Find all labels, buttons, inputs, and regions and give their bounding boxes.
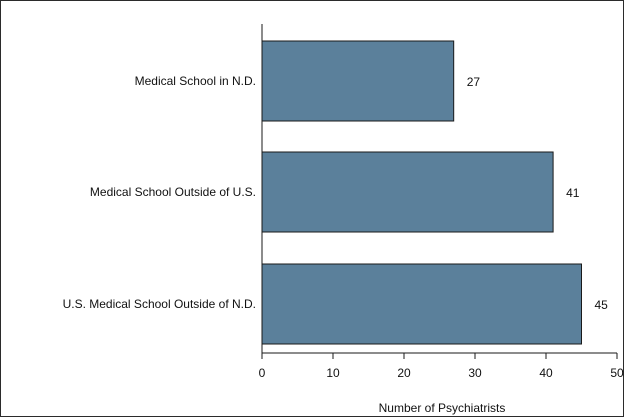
category-label: Medical School Outside of U.S. bbox=[90, 185, 256, 199]
bar bbox=[261, 151, 554, 233]
x-tick-label: 30 bbox=[468, 366, 482, 380]
value-labels: 27 41 45 bbox=[467, 75, 608, 312]
bar bbox=[261, 40, 455, 122]
x-tick-label: 10 bbox=[326, 366, 340, 380]
x-tick-label: 40 bbox=[539, 366, 553, 380]
x-tick-label: 20 bbox=[397, 366, 411, 380]
bar bbox=[261, 263, 582, 345]
x-axis: 0 10 20 30 40 50 bbox=[259, 24, 624, 380]
value-label: 45 bbox=[595, 298, 609, 312]
value-label: 41 bbox=[566, 186, 580, 200]
bars-layer bbox=[261, 40, 582, 345]
x-axis-title: Number of Psychiatrists bbox=[379, 401, 506, 415]
category-label: U.S. Medical School Outside of N.D. bbox=[63, 297, 256, 311]
category-labels: Medical School in N.D. Medical School Out… bbox=[63, 74, 256, 311]
category-label: Medical School in N.D. bbox=[135, 74, 256, 88]
value-label: 27 bbox=[467, 75, 481, 89]
x-tick-label: 0 bbox=[259, 366, 266, 380]
x-tick-label: 50 bbox=[610, 366, 624, 380]
